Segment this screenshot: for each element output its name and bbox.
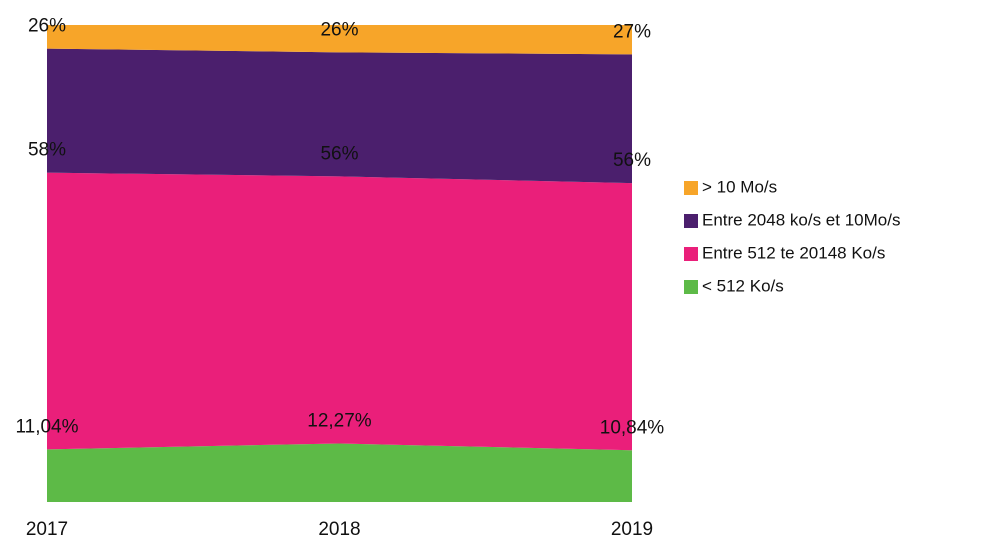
data-label: 10,84%	[600, 417, 665, 438]
legend-swatch	[684, 280, 698, 294]
area	[47, 172, 632, 451]
data-label: 27%	[613, 21, 651, 42]
data-label: 58%	[28, 140, 66, 161]
data-label: 56%	[613, 150, 651, 171]
data-label: 26%	[320, 19, 358, 40]
legend-swatch	[684, 247, 698, 261]
area	[47, 443, 632, 502]
x-tick-label: 2018	[318, 519, 360, 540]
data-label: 56%	[320, 143, 358, 164]
legend-label: Entre 2048 ko/s et 10Mo/s	[702, 210, 900, 229]
x-tick-label: 2019	[611, 519, 653, 540]
legend-label: Entre 512 te 20148 Ko/s	[702, 243, 885, 262]
area	[47, 48, 632, 184]
area	[47, 25, 632, 55]
data-label: 11,04%	[15, 416, 78, 437]
data-label: 26%	[28, 16, 66, 37]
x-tick-label: 2017	[26, 519, 68, 540]
legend-label: < 512 Ko/s	[702, 276, 784, 295]
legend-swatch	[684, 214, 698, 228]
legend-label: > 10 Mo/s	[702, 177, 777, 196]
data-label: 12,27%	[307, 410, 372, 431]
legend-swatch	[684, 181, 698, 195]
